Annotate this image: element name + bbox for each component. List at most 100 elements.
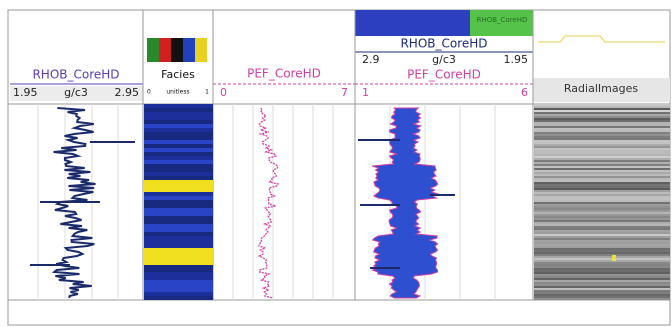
- facies-band: [144, 156, 213, 160]
- facies-band: [144, 244, 213, 248]
- image-stripe: [534, 210, 670, 212]
- image-stripe: [534, 240, 670, 242]
- scale-bg: [10, 86, 143, 101]
- image-stripe: [534, 234, 670, 236]
- facies-band: [144, 148, 213, 152]
- image-stripe: [534, 204, 670, 206]
- facies-band: [144, 268, 213, 272]
- density-spikes: [358, 139, 455, 269]
- track-title: RHOB_CoreHD: [32, 68, 119, 82]
- image-stripe: [534, 264, 670, 266]
- image-stripe: [534, 138, 670, 140]
- image-stripe: [534, 194, 670, 196]
- image-stripe: [534, 126, 670, 128]
- image-stripe: [534, 200, 670, 202]
- facies-band: [144, 132, 213, 136]
- image-stripe: [534, 224, 670, 226]
- facies-band: [144, 240, 213, 244]
- decoration: [8, 10, 670, 301]
- image-stripe: [534, 152, 670, 154]
- image-stripe: [534, 222, 670, 224]
- facies-band: [144, 164, 213, 168]
- scale-unit: g/c3: [64, 86, 88, 99]
- image-stripe: [534, 218, 670, 220]
- image-stripe: [534, 288, 670, 290]
- image-stripe: [534, 108, 670, 110]
- facies-band: [144, 128, 213, 132]
- image-stripe: [534, 280, 670, 282]
- image-stripe: [534, 294, 670, 296]
- facies-band: [144, 296, 213, 300]
- scale-max: 2.95: [115, 86, 140, 99]
- image-stripe: [534, 144, 670, 146]
- image-stripe: [534, 230, 670, 232]
- image-stripe: [534, 208, 670, 210]
- image-stripe: [534, 140, 670, 142]
- image-stripe: [534, 206, 670, 208]
- image-stripe: [534, 158, 670, 160]
- image-stripe: [534, 202, 670, 204]
- image-stripe: [534, 190, 670, 192]
- scale-max: 7: [341, 86, 348, 99]
- facies-key: [171, 38, 183, 62]
- image-stripe: [534, 252, 670, 254]
- image-stripe: [534, 122, 670, 124]
- image-stripe: [534, 116, 670, 118]
- image-stripe: [534, 154, 670, 156]
- image-stripe: [534, 268, 670, 270]
- image-stripe: [534, 174, 670, 176]
- image-stripe: [534, 244, 670, 246]
- scale-unit: g/c3: [432, 53, 456, 66]
- image-stripe: [534, 150, 670, 152]
- image-stripe: [534, 182, 670, 184]
- image-stripe: [534, 284, 670, 286]
- header-deco: [538, 35, 665, 43]
- image-stripe: [534, 184, 670, 186]
- image-stripe: [534, 164, 670, 166]
- image-stripe: [534, 214, 670, 216]
- image-stripe: [534, 166, 670, 168]
- scale-max: 1.95: [504, 53, 529, 66]
- banner-green: [470, 10, 533, 36]
- facies-key: [183, 38, 195, 62]
- image-stripe: [534, 170, 670, 172]
- scale-max: 1: [205, 89, 209, 96]
- facies-band: [144, 232, 213, 236]
- image-stripe: [534, 198, 670, 200]
- image-stripe: [534, 196, 670, 198]
- facies-band: [144, 288, 213, 292]
- facies-band: [144, 264, 213, 268]
- image-stripe: [534, 290, 670, 292]
- facies-band: [144, 136, 213, 140]
- facies-band: [144, 116, 213, 120]
- image-stripe: [534, 228, 670, 230]
- scale-min: 1: [362, 86, 369, 99]
- banner-blue: [355, 10, 470, 36]
- image-stripe: [534, 246, 670, 248]
- facies-band: [144, 160, 213, 164]
- image-stripe: [534, 176, 670, 178]
- scale-max: 6: [521, 86, 528, 99]
- facies-band: [144, 168, 213, 172]
- facies-band: [144, 272, 213, 276]
- image-stripe: [534, 104, 670, 106]
- facies-band: [144, 140, 213, 144]
- facies-key: [159, 38, 171, 62]
- track-title: Facies: [161, 68, 195, 81]
- image-stripe: [534, 238, 670, 240]
- facies-key: [147, 38, 159, 62]
- facies-band: [144, 224, 213, 228]
- image-stripe: [534, 272, 670, 274]
- image-stripe: [534, 132, 670, 134]
- image-stripe: [534, 220, 670, 222]
- scale-min: 0: [147, 89, 151, 96]
- track-title: PEF_CoreHD: [407, 68, 481, 82]
- facies-band: [144, 120, 213, 124]
- image-stripe: [534, 276, 670, 278]
- facies-band: [144, 204, 213, 208]
- facies-band: [144, 284, 213, 288]
- facies-band: [144, 280, 213, 284]
- track-title: PEF_CoreHD: [247, 67, 321, 81]
- facies-band: [144, 220, 213, 224]
